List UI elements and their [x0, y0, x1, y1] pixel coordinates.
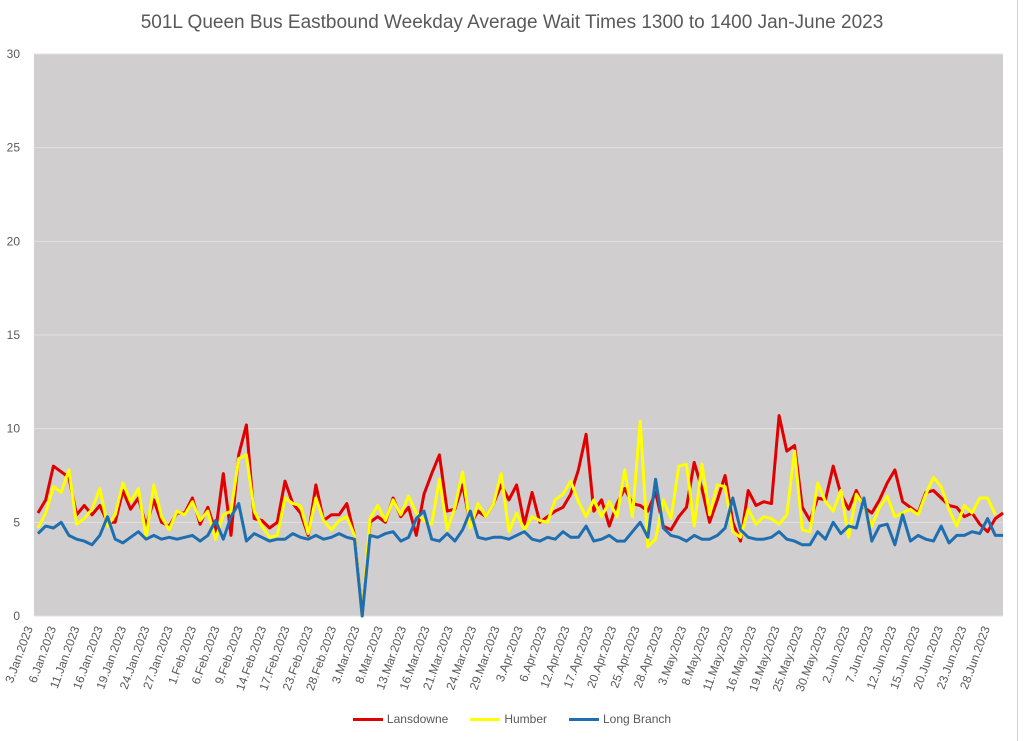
series-lines: [36, 414, 1004, 618]
chart-title: 501L Queen Bus Eastbound Weekday Average…: [140, 12, 884, 33]
legend-swatch: [470, 717, 501, 721]
legend-label: Lansdowne: [386, 712, 449, 726]
legend-label: Long Branch: [603, 712, 672, 726]
gridlines: [34, 53, 1003, 617]
legend-swatch: [352, 717, 383, 721]
y-tick-label: 30: [7, 47, 21, 61]
y-tick-label: 15: [7, 328, 21, 342]
window-edge: [1017, 0, 1018, 741]
y-tick-label: 0: [13, 609, 20, 623]
y-tick-label: 5: [13, 515, 20, 529]
y-tick-label: 25: [7, 141, 21, 155]
legend-item-lansdowne: Lansdowne: [352, 712, 449, 726]
y-tick-label: 20: [7, 234, 21, 248]
legend-swatch: [569, 717, 599, 721]
series-line-long-branch: [36, 477, 1003, 618]
y-tick-label: 10: [7, 422, 21, 436]
series-line-humber: [36, 419, 997, 618]
legend: Lansdowne Humber Long Branch: [0, 712, 1024, 726]
x-axis-ticks: 3.Jan.20236.Jan.202311.Jan.202316.Jan.20…: [2, 624, 993, 693]
legend-label: Humber: [504, 712, 547, 726]
legend-item-humber: Humber: [470, 712, 547, 726]
legend-item-long-branch: Long Branch: [569, 712, 671, 726]
y-axis-ticks: 0 5 10 15 20 25 30: [7, 47, 21, 623]
